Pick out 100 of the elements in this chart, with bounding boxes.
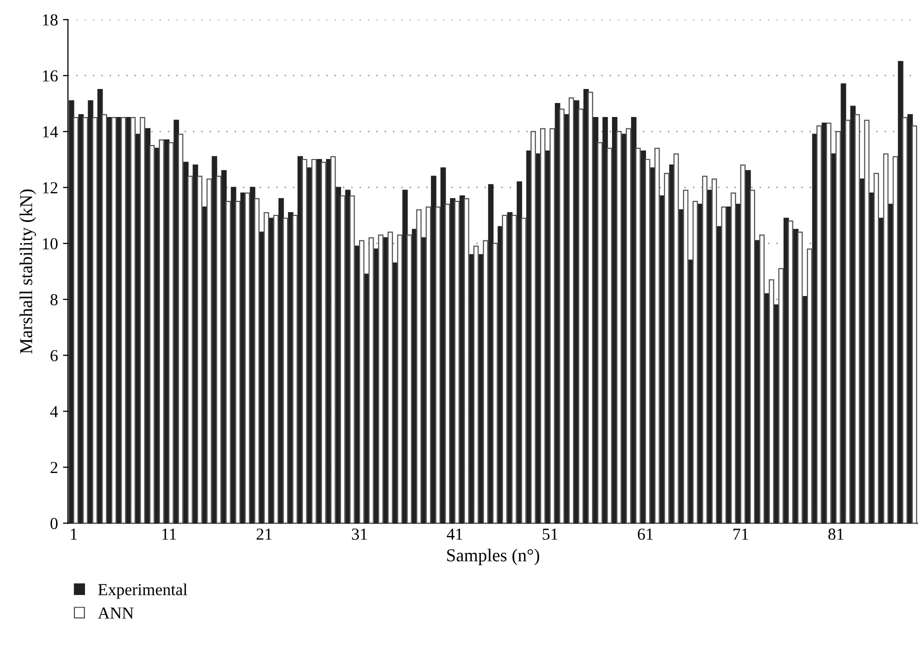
bar: [540, 128, 546, 524]
bar: [816, 125, 822, 524]
x-tick-label: 41: [446, 528, 462, 540]
bar: [835, 130, 841, 524]
bar: [912, 125, 918, 524]
x-tick-label: 1: [70, 528, 77, 540]
bar: [311, 158, 317, 524]
bar: [683, 190, 688, 524]
bar: [196, 176, 202, 524]
bar: [406, 234, 412, 524]
x-axis-title: Samples (n°): [447, 548, 540, 566]
x-tick-label: 51: [542, 528, 558, 540]
bar: [778, 268, 784, 524]
bar: [473, 246, 479, 524]
bar: [226, 200, 231, 524]
bar: [664, 172, 670, 524]
bar: [168, 142, 174, 524]
bar: [597, 142, 603, 524]
bar: [521, 218, 526, 524]
bar: [759, 234, 765, 524]
bar: [530, 130, 536, 524]
bar: [102, 114, 108, 524]
bar: [140, 116, 146, 524]
bar: [482, 240, 488, 524]
y-tick-label: 10: [43, 238, 58, 250]
bar: [806, 248, 812, 524]
y-tick-label: 2: [50, 462, 58, 474]
bar: [426, 206, 432, 524]
bar: [82, 116, 88, 524]
bar: [788, 220, 794, 524]
bar: [349, 195, 355, 524]
bar: [511, 214, 517, 524]
bar: [845, 120, 850, 524]
legend-label: ANN: [98, 608, 134, 619]
bar: [120, 116, 126, 524]
x-tick-label: 81: [828, 528, 844, 540]
bar: [320, 162, 326, 524]
bar: [635, 148, 641, 524]
bar: [444, 204, 450, 524]
y-tick-label: 12: [43, 182, 58, 194]
legend-label: Experimental: [98, 584, 188, 599]
bar: [244, 192, 250, 524]
bar: [92, 116, 98, 524]
bar: [626, 128, 632, 524]
bar: [264, 212, 270, 524]
bar: [768, 279, 774, 524]
y-tick-label: 8: [50, 294, 58, 306]
bar: [864, 120, 870, 524]
bar: [492, 242, 498, 524]
bar: [721, 206, 727, 524]
x-tick-label: 11: [162, 528, 176, 540]
bar: [187, 176, 193, 524]
x-tick-label: 61: [638, 528, 653, 540]
bar: [874, 172, 880, 524]
bar: [464, 198, 470, 524]
bar: [235, 200, 240, 524]
bar: [73, 116, 78, 524]
bar: [330, 156, 336, 524]
bar: [692, 200, 698, 524]
bar: [292, 214, 298, 524]
bar: [568, 97, 574, 524]
y-axis-title: Marshall stability (kN): [20, 189, 36, 354]
bar: [454, 200, 460, 524]
bar: [397, 234, 403, 524]
bar: [358, 240, 364, 524]
bar: [673, 153, 679, 524]
bar: [302, 158, 308, 524]
y-tick-label: 18: [43, 14, 58, 26]
x-tick-label: 21: [256, 528, 272, 540]
bar: [273, 214, 279, 524]
bar: [158, 139, 164, 524]
bar: [883, 153, 889, 524]
bar: [826, 122, 832, 524]
bar: [340, 195, 346, 524]
bar: [902, 116, 908, 524]
bar: [130, 116, 136, 524]
bar: [854, 114, 860, 524]
bar: [740, 164, 746, 524]
bar: [730, 192, 736, 524]
bar: [578, 108, 584, 524]
bar: [388, 232, 393, 524]
bar: [216, 176, 222, 524]
y-tick-label: 6: [50, 350, 58, 362]
bar: [254, 198, 260, 524]
y-tick-label: 16: [43, 70, 58, 82]
bar: [644, 158, 650, 524]
bar: [797, 232, 803, 524]
bar: [702, 176, 708, 524]
bar: [378, 234, 384, 524]
x-tick-label: 31: [352, 528, 367, 540]
bar: [435, 206, 441, 524]
bar: [892, 156, 898, 524]
bar: [111, 116, 117, 524]
bar: [712, 178, 717, 524]
bar: [206, 178, 212, 524]
y-tick-label: 4: [50, 406, 58, 418]
bar: [559, 108, 565, 524]
bar: [502, 214, 508, 524]
bar: [616, 130, 622, 524]
bar: [368, 237, 374, 524]
